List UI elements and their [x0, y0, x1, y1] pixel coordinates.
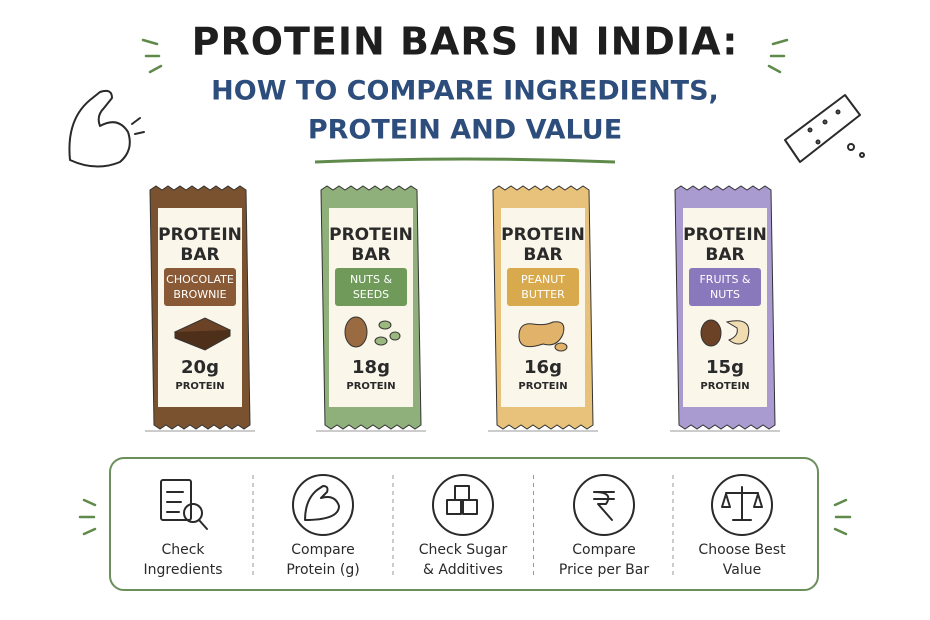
step-label: Price per Bar [559, 562, 649, 578]
flavor-tag [689, 268, 761, 306]
step-label: Protein (g) [286, 562, 359, 578]
flavor: FRUITS & [699, 273, 750, 286]
flavor: PEANUT [521, 273, 565, 286]
flavor: CHOCOLATE [166, 273, 234, 286]
bar-name: BAR [180, 245, 219, 265]
bar-front [683, 208, 767, 407]
protein-amount: 16g [524, 357, 562, 378]
protein-unit: PROTEIN [175, 381, 224, 392]
protein-unit: PROTEIN [700, 381, 749, 392]
step-icon [292, 474, 354, 536]
step-label: Choose Best [698, 542, 786, 558]
bar-icon [784, 94, 865, 163]
step-label: & Additives [423, 562, 503, 578]
flavor-icon [518, 321, 568, 352]
step-icon [432, 474, 494, 536]
flavor-icon [700, 319, 750, 347]
step-label: Compare [291, 542, 355, 558]
flavor: SEEDS [353, 288, 389, 301]
step-icon [573, 474, 635, 536]
flavor: NUTS & [350, 273, 392, 286]
bar-name: PROTEIN [683, 225, 767, 245]
bar-name: BAR [351, 245, 390, 265]
flavor-tag [335, 268, 407, 306]
step-label: Check [161, 542, 205, 558]
bar-name: BAR [523, 245, 562, 265]
flavor: NUTS [710, 288, 740, 301]
bar-name: PROTEIN [329, 225, 413, 245]
flavor-icon [173, 317, 232, 351]
bar-front [501, 208, 585, 407]
bar-name: BAR [705, 245, 744, 265]
subtitle: PROTEIN AND VALUE [308, 115, 622, 146]
bar-front [329, 208, 413, 407]
flavor-tag [164, 268, 236, 306]
muscle-icon [68, 89, 145, 168]
flavor-tag [507, 268, 579, 306]
flavor-icon [344, 316, 401, 348]
step-label: Compare [572, 542, 636, 558]
protein-unit: PROTEIN [346, 381, 395, 392]
sparks [78, 38, 852, 536]
step-label: Value [723, 562, 761, 578]
protein-amount: 20g [181, 357, 219, 378]
bar-name: PROTEIN [501, 225, 585, 245]
step-label: Ingredients [144, 562, 223, 578]
protein-amount: 18g [352, 357, 390, 378]
flavor: BROWNIE [173, 288, 226, 301]
protein-unit: PROTEIN [518, 381, 567, 392]
steps-panel [109, 457, 819, 591]
protein-amount: 15g [706, 357, 744, 378]
step-label: Check Sugar [419, 542, 508, 558]
subtitle: HOW TO COMPARE INGREDIENTS, [211, 76, 719, 107]
flavor: BUTTER [521, 288, 565, 301]
bar-name: PROTEIN [158, 225, 242, 245]
underline [314, 157, 616, 164]
title: PROTEIN BARS IN INDIA: [192, 20, 739, 64]
step-icon [160, 479, 208, 530]
step-icon [711, 474, 773, 536]
bar-front [158, 208, 242, 407]
